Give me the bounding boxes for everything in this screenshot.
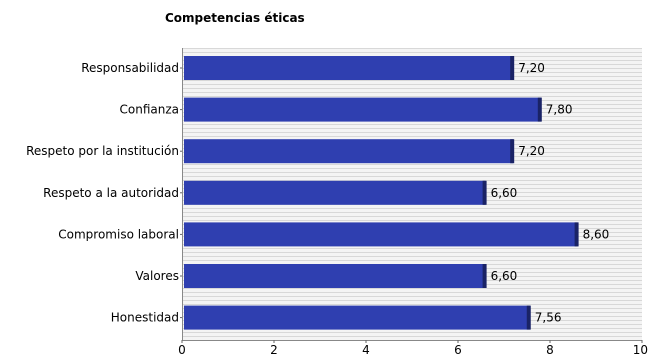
data-label: 6,60 xyxy=(491,186,518,200)
category-label: Compromiso laboral xyxy=(58,227,179,241)
data-label: 8,60 xyxy=(583,227,610,241)
x-tick-label: 10 xyxy=(633,343,648,356)
category-label: Valores xyxy=(135,269,179,283)
data-label: 6,60 xyxy=(491,269,518,283)
labels-layer: Responsabilidad 7,20 Confianza 7,80 Respeto … xyxy=(26,61,609,325)
x-tick-label: 2 xyxy=(270,343,278,356)
data-label: 7,20 xyxy=(518,144,545,158)
bar xyxy=(184,56,514,80)
x-axis: 0 2 4 6 8 10 xyxy=(178,48,648,356)
category-label: Honestidad xyxy=(111,311,179,325)
bar-end-shadow xyxy=(510,139,515,164)
bar xyxy=(184,264,486,288)
bar-end-shadow xyxy=(482,264,487,288)
bar-end-shadow xyxy=(537,97,542,122)
x-tick-label: 6 xyxy=(454,343,462,356)
chart-title: Competencias éticas xyxy=(165,11,305,25)
bars-layer xyxy=(184,56,579,330)
bar xyxy=(184,180,486,205)
category-label: Respeto a la autoridad xyxy=(43,186,179,200)
bar-end-shadow xyxy=(482,180,487,205)
bar xyxy=(184,222,578,247)
data-label: 7,56 xyxy=(535,311,562,325)
data-label: 7,20 xyxy=(518,61,545,75)
bar-end-shadow xyxy=(510,56,515,80)
category-label: Responsabilidad xyxy=(81,61,179,75)
category-label: Respeto por la institución xyxy=(26,144,179,158)
data-label: 7,80 xyxy=(546,103,573,117)
bar xyxy=(184,139,514,164)
x-tick-label: 0 xyxy=(178,343,186,356)
x-tick-label: 8 xyxy=(546,343,554,356)
bar-end-shadow xyxy=(526,305,531,330)
bar-end-shadow xyxy=(574,222,579,247)
category-label: Confianza xyxy=(120,103,180,117)
bar xyxy=(184,305,530,330)
x-tick-label: 4 xyxy=(362,343,370,356)
bar xyxy=(184,97,541,122)
